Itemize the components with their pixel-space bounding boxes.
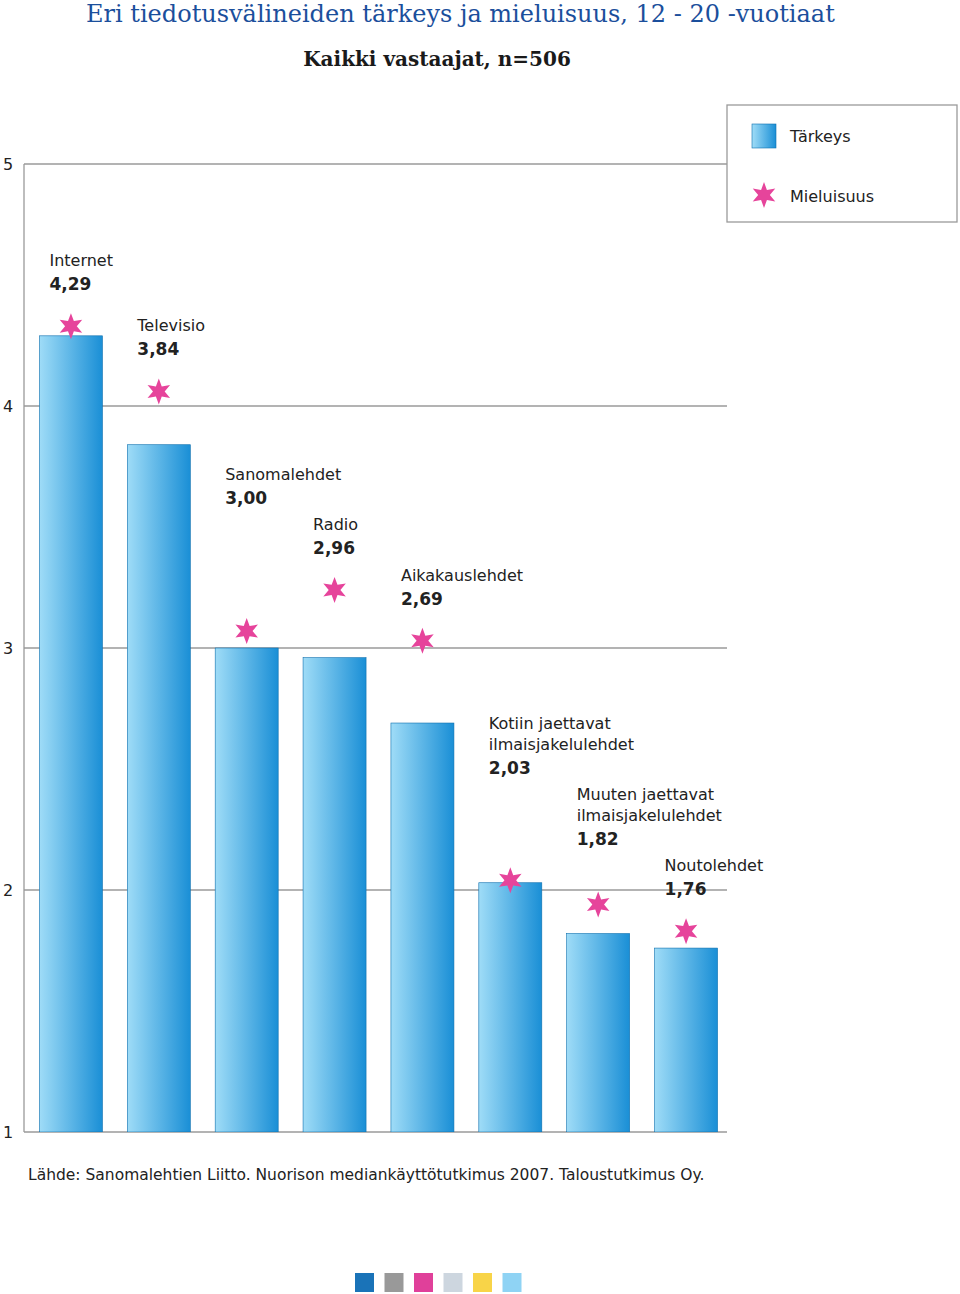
bar xyxy=(39,336,102,1132)
bar xyxy=(567,934,630,1132)
data-label: 3,00 xyxy=(225,488,267,508)
decoration xyxy=(414,1273,433,1292)
legend-label: Mieluisuus xyxy=(790,187,874,206)
legend: Tärkeys Mieluisuus xyxy=(727,105,957,222)
grid xyxy=(24,164,727,1132)
bar xyxy=(127,445,190,1132)
star-marker xyxy=(60,313,83,339)
decoration xyxy=(503,1273,522,1292)
legend-box xyxy=(727,105,957,222)
category-label: Muuten jaettavatilmaisjakelulehdet xyxy=(577,785,722,825)
data-label: 4,29 xyxy=(49,274,91,294)
star-marker xyxy=(499,867,522,893)
data-label: 1,76 xyxy=(665,879,707,899)
data-label: 2,03 xyxy=(489,758,531,778)
bar xyxy=(215,648,278,1132)
decoration xyxy=(385,1273,404,1292)
decoration xyxy=(355,1273,374,1292)
star-marker xyxy=(411,628,434,654)
category-label: Sanomalehdet xyxy=(225,465,341,484)
data-label: 3,84 xyxy=(137,339,179,359)
subtitle: Kaikki vastaajat, n=506 xyxy=(303,47,571,71)
data-labels: Noutolehdet 1,76 Muuten jaettavatilmaisjak… xyxy=(49,251,763,899)
legend-swatch xyxy=(752,124,776,148)
star-marker xyxy=(235,618,258,644)
data-label: 2,96 xyxy=(313,538,355,558)
title: Eri tiedotusvälineiden tärkeys ja mielui… xyxy=(86,0,835,28)
star-marker xyxy=(148,378,171,404)
category-label: Noutolehdet xyxy=(665,856,764,875)
bar xyxy=(303,658,366,1132)
bar xyxy=(655,948,718,1132)
marks xyxy=(39,313,717,1132)
category-label: Internet xyxy=(49,251,113,270)
category-label: Radio xyxy=(313,515,358,534)
tick-label: 3 xyxy=(3,639,13,658)
category-label: Aikakauslehdet xyxy=(401,566,523,585)
tick-label: 5 xyxy=(3,155,13,174)
decoration xyxy=(473,1273,492,1292)
grid-line xyxy=(24,163,727,164)
decoration xyxy=(444,1273,463,1292)
bar xyxy=(391,723,454,1132)
star-marker xyxy=(675,918,698,944)
category-label: Televisio xyxy=(136,316,205,335)
data-label: 2,69 xyxy=(401,589,443,609)
star-marker xyxy=(323,577,346,603)
source: Lähde: Sanomalehtien Liitto. Nuorison me… xyxy=(28,1166,704,1184)
data-label: 1,82 xyxy=(577,829,619,849)
legend-label: Tärkeys xyxy=(789,127,851,146)
tick-label: 1 xyxy=(3,1123,13,1142)
legend-swatch xyxy=(753,182,776,208)
y-axis xyxy=(23,164,24,1132)
chart: Eri tiedotusvälineiden tärkeys ja mielui… xyxy=(0,0,960,1294)
tick-label: 4 xyxy=(3,397,13,416)
tick-label: 2 xyxy=(3,881,13,900)
category-label: Kotiin jaettavatilmaisjakelulehdet xyxy=(489,714,634,754)
bar xyxy=(479,883,542,1132)
star-marker xyxy=(587,892,610,918)
grid-line xyxy=(24,405,727,406)
